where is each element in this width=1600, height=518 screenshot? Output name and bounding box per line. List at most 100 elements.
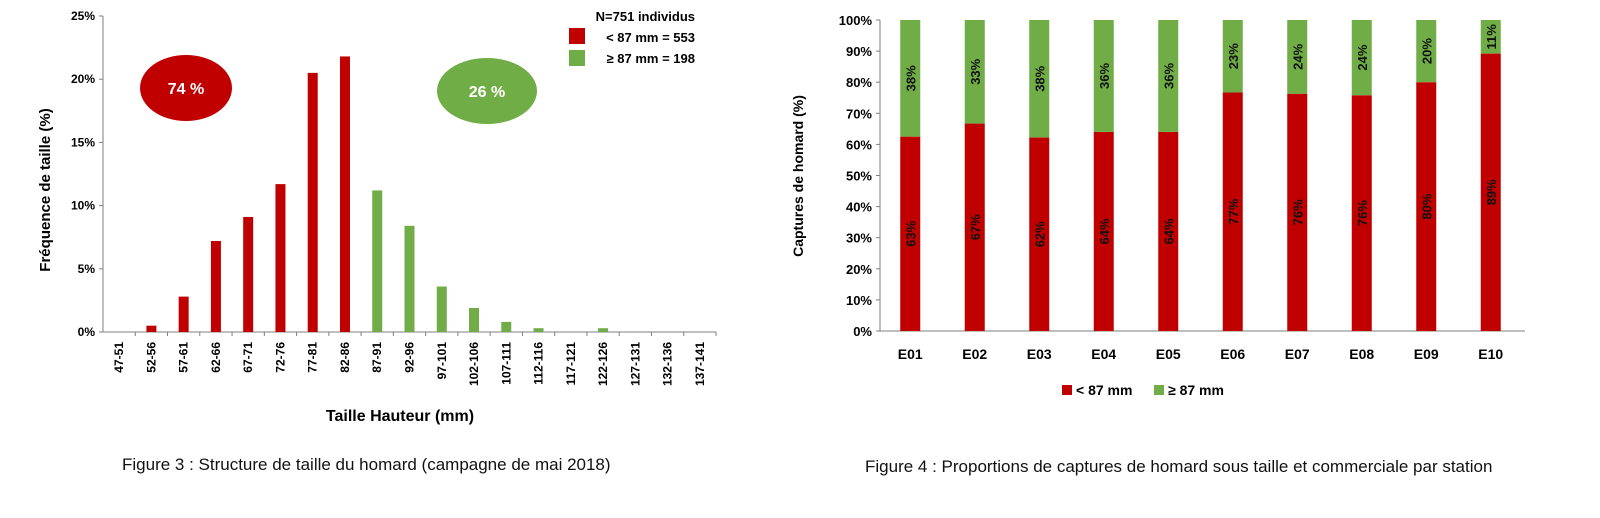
- bar-segment: [1158, 131, 1179, 331]
- data-label: 23%: [1226, 43, 1241, 69]
- y-tick-label: 0%: [853, 324, 872, 339]
- data-label: 33%: [968, 58, 983, 84]
- x-tick-label: 82-86: [338, 342, 352, 373]
- x-tick-label: 137-141: [693, 342, 707, 386]
- figure-4-caption: Figure 4 : Proportions de captures de ho…: [865, 457, 1493, 476]
- data-label: 11%: [1484, 24, 1499, 50]
- bar: [598, 328, 609, 332]
- data-label: 63%: [903, 220, 918, 246]
- x-tick-label: 112-116: [532, 342, 546, 385]
- x-tick-label: E02: [962, 346, 987, 362]
- annotation-ellipse-red: [140, 55, 232, 121]
- annotation-ellipse-green: [437, 58, 537, 124]
- x-tick-label: E03: [1027, 346, 1052, 362]
- bar-segment: [1416, 20, 1437, 83]
- data-label: 80%: [1419, 193, 1434, 219]
- bar: [178, 296, 189, 332]
- data-label: 24%: [1290, 43, 1305, 69]
- x-tick-label: 72-76: [273, 342, 287, 373]
- data-label: 89%: [1484, 179, 1499, 205]
- data-label: 36%: [1097, 63, 1112, 89]
- annotation-green: 26 %: [469, 84, 505, 101]
- y-tick-label: 80%: [846, 75, 872, 90]
- x-tick-label: E07: [1285, 346, 1310, 362]
- x-tick-label: E01: [898, 346, 923, 362]
- bar-segment: [1093, 131, 1114, 331]
- data-label: 62%: [1032, 221, 1047, 247]
- legend-label: < 87 mm = 553: [606, 30, 695, 45]
- legend-label: < 87 mm: [1076, 382, 1132, 398]
- y-tick-label: 40%: [846, 200, 872, 215]
- y-tick-label: 20%: [71, 72, 95, 86]
- bar-segment: [1222, 20, 1243, 93]
- data-label: 24%: [1355, 44, 1370, 70]
- x-tick-label: E10: [1478, 346, 1503, 362]
- y-tick-label: 15%: [71, 135, 95, 149]
- y-tick-label: 20%: [846, 262, 872, 277]
- bar-segment: [1287, 93, 1308, 331]
- bar-segment: [964, 20, 985, 124]
- y-tick-label: 0%: [78, 325, 96, 339]
- bar-segment: [1029, 137, 1050, 331]
- y-tick-label: 90%: [846, 44, 872, 59]
- y-axis-title: Fréquence de taille (%): [37, 108, 54, 271]
- bar: [146, 325, 157, 332]
- bar-segment: [1416, 82, 1437, 331]
- y-tick-label: 70%: [846, 106, 872, 121]
- x-tick-label: 57-61: [177, 342, 191, 373]
- x-axis-title: Taille Hauteur (mm): [326, 408, 474, 425]
- y-tick-label: 10%: [846, 293, 872, 308]
- x-tick-label: E05: [1156, 346, 1181, 362]
- x-tick-label: 132-136: [661, 342, 675, 386]
- y-axis-title: Captures de homard (%): [790, 95, 806, 257]
- legend-label: ≥ 87 mm = 198: [607, 51, 695, 66]
- bar: [307, 72, 318, 332]
- y-tick-label: 60%: [846, 137, 872, 152]
- x-tick-label: E04: [1091, 346, 1116, 362]
- bar: [404, 225, 415, 332]
- bar: [210, 240, 221, 332]
- legend-swatch-green: [1154, 385, 1164, 395]
- y-tick-label: 5%: [78, 262, 96, 276]
- bar-segment: [1093, 20, 1114, 132]
- data-label: 77%: [1226, 198, 1241, 224]
- x-tick-label: E08: [1349, 346, 1374, 362]
- bar: [275, 184, 286, 332]
- y-tick-label: 50%: [846, 169, 872, 184]
- bar: [533, 328, 544, 332]
- y-tick-label: 100%: [839, 13, 873, 28]
- bar-segment: [1158, 20, 1179, 132]
- y-tick-label: 30%: [846, 231, 872, 246]
- bar-segment: [900, 20, 921, 137]
- x-tick-label: 77-81: [306, 342, 320, 373]
- x-tick-label: 107-111: [499, 342, 513, 385]
- x-tick-label: E06: [1220, 346, 1245, 362]
- bar: [339, 56, 350, 332]
- data-label: 76%: [1290, 199, 1305, 225]
- data-label: 36%: [1161, 63, 1176, 89]
- x-tick-label: E09: [1414, 346, 1439, 362]
- legend-swatch-red: [1062, 385, 1072, 395]
- y-tick-label: 25%: [71, 9, 95, 23]
- bar-segment: [1351, 20, 1372, 96]
- bar-segment: [1480, 53, 1501, 331]
- figure-3-caption: Figure 3 : Structure de taille du homard…: [122, 455, 611, 474]
- x-tick-label: 67-71: [241, 342, 255, 373]
- annotation-red: 74 %: [168, 81, 204, 98]
- data-label: 38%: [903, 65, 918, 91]
- bar-segment: [1351, 95, 1372, 332]
- data-label: 76%: [1355, 200, 1370, 226]
- bar: [372, 190, 383, 332]
- x-tick-label: 102-106: [467, 342, 481, 386]
- legend-swatch-green: [569, 50, 585, 66]
- data-label: 20%: [1419, 38, 1434, 64]
- bar-segment: [1287, 20, 1308, 94]
- x-tick-label: 52-56: [144, 342, 158, 373]
- x-tick-label: 122-126: [596, 342, 610, 386]
- bar-segment: [1222, 92, 1243, 331]
- bar-segment: [900, 136, 921, 331]
- x-tick-label: 47-51: [112, 342, 126, 373]
- data-label: 67%: [968, 214, 983, 240]
- data-label: 64%: [1161, 218, 1176, 244]
